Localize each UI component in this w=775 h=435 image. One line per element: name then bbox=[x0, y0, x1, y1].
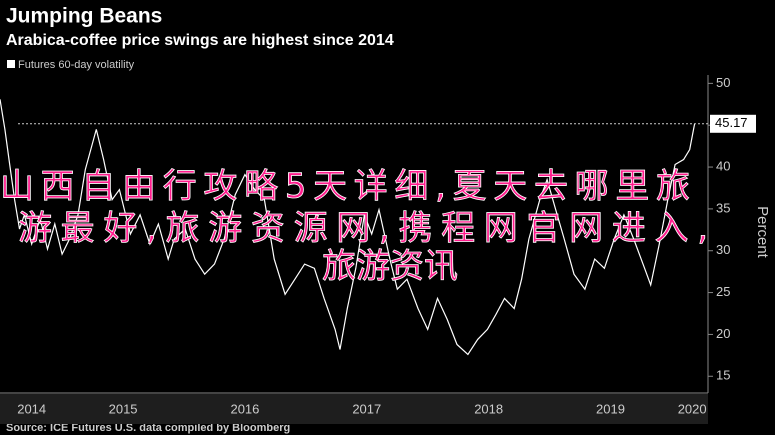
y-axis-label: Percent bbox=[754, 206, 771, 259]
legend-label: Futures 60-day volatility bbox=[18, 59, 135, 71]
x-tick-label: 2016 bbox=[230, 401, 259, 416]
x-axis-band bbox=[0, 394, 708, 424]
overlay-text: 山西自由行攻略5天详细,夏天去哪里旅 bbox=[0, 167, 690, 207]
y-tick-label: 30 bbox=[716, 242, 730, 257]
x-tick-label: 2014 bbox=[17, 401, 46, 416]
x-tick-label: 2017 bbox=[352, 401, 381, 416]
chart-title: Jumping Beans bbox=[6, 5, 162, 28]
x-tick-label: 2020 bbox=[678, 401, 707, 416]
x-tick-label: 2019 bbox=[596, 401, 625, 416]
y-tick-label: 15 bbox=[716, 368, 730, 383]
x-tick-label: 2018 bbox=[474, 401, 503, 416]
last-value-box bbox=[710, 114, 756, 133]
y-tick-label: 40 bbox=[716, 158, 730, 173]
overlay-text: 旅游资讯 bbox=[322, 247, 458, 287]
legend-swatch bbox=[7, 60, 15, 68]
overlay-text: 游最好,旅游资源网,携程网官网进入, bbox=[18, 209, 708, 249]
source: Source: ICE Futures U.S. data compiled b… bbox=[6, 422, 290, 434]
chart-subtitle: Arabica-coffee price swings are highest … bbox=[6, 32, 394, 49]
x-tick-label: 2015 bbox=[109, 401, 138, 416]
line bbox=[0, 99, 696, 356]
y-tick-label: 35 bbox=[716, 200, 730, 215]
y-tick-label: 25 bbox=[716, 284, 730, 299]
y-tick-label: 20 bbox=[716, 326, 730, 341]
last-value-label: 45.17 bbox=[715, 115, 748, 130]
y-tick-label: 50 bbox=[716, 75, 730, 90]
